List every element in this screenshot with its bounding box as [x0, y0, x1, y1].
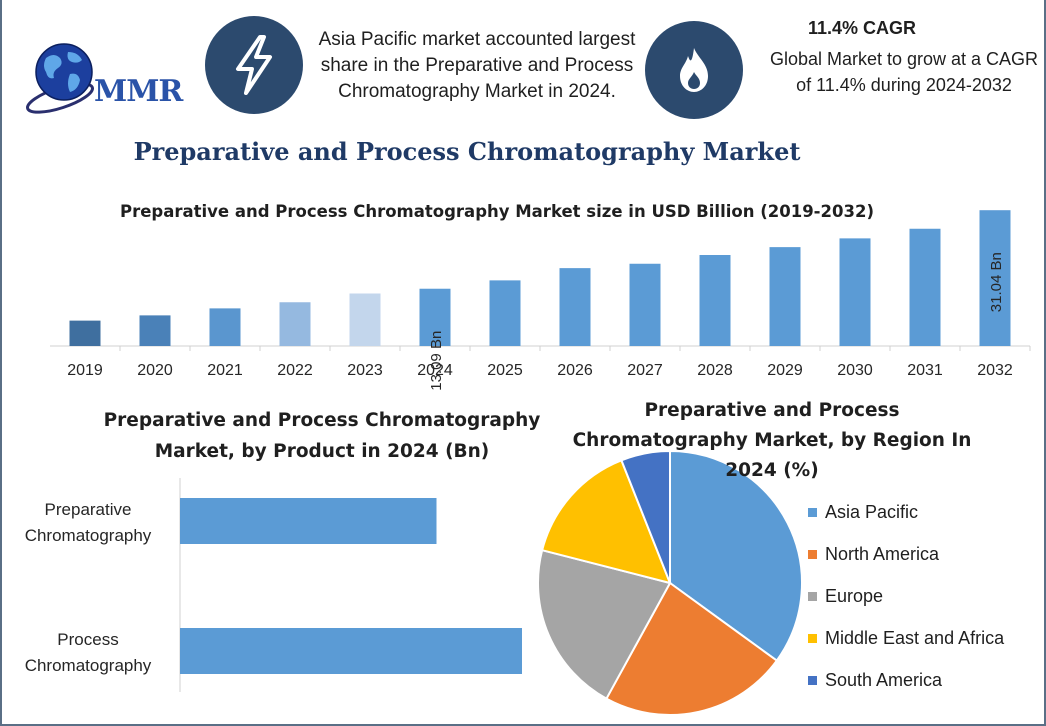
x-tick-label: 2029	[767, 362, 803, 379]
pie-slice-south-america	[620, 449, 671, 584]
info-badge-flame	[645, 21, 743, 119]
bar-2029	[769, 247, 801, 346]
bar-2019	[69, 320, 101, 346]
region-chart-title: Preparative and Process Chromatography M…	[542, 396, 1002, 486]
region-chart-title-line-2: Chromatography Market, by Region In	[572, 430, 972, 451]
x-tick-label: 2031	[907, 362, 943, 379]
x-tick-label: 2023	[347, 362, 383, 379]
lightning-icon	[236, 35, 272, 95]
x-tick-label: 2026	[557, 362, 593, 379]
product-bar-chart: Preparative Chromatography Process Chromato…	[25, 478, 522, 692]
flame-icon	[680, 48, 708, 92]
highlight-text: Asia Pacific market accounted largest sh…	[318, 29, 636, 102]
bar-2026	[559, 268, 591, 346]
data-label-2024: 13.09 Bn	[428, 331, 445, 390]
market-size-chart-title: Preparative and Process Chromatography M…	[120, 202, 874, 221]
legend-swatch	[808, 633, 817, 643]
region-pie-chart	[537, 449, 803, 716]
bar-2023	[349, 293, 381, 346]
data-label-2032: 31.04 Bn	[988, 252, 1005, 312]
x-tick-label: 2027	[627, 362, 663, 379]
bar-2024	[419, 288, 451, 346]
x-tick-label: 2019	[67, 362, 103, 379]
hbar-0	[180, 498, 437, 544]
bar-2031	[909, 228, 941, 346]
cagr-line-1: Global Market to grow at a CAGR	[769, 49, 1039, 69]
x-tick-label: 2030	[837, 362, 873, 379]
region-legend: Asia Pacific North America Europe Middle Ea…	[808, 491, 1004, 701]
pie-slice-europe	[537, 548, 672, 701]
product-chart-title: Preparative and Process Chromatography M…	[62, 405, 582, 467]
x-tick-label: 2028	[697, 362, 733, 379]
x-tick-label: 2024	[417, 362, 453, 379]
bar-2028	[699, 255, 731, 346]
x-tick-label: 2020	[137, 362, 173, 379]
x-tick-label: 2021	[207, 362, 243, 379]
legend-item: North America	[808, 533, 1004, 575]
cagr-description: Global Market to grow at a CAGR of 11.4%…	[754, 46, 1046, 98]
pie-slice-north-america	[605, 581, 779, 716]
product-chart-title-line-1: Preparative and Process Chromatography	[103, 410, 541, 431]
bar-2032	[979, 210, 1011, 346]
info-badge-lightning	[205, 16, 303, 114]
pie-slice-asia-pacific	[669, 449, 803, 662]
legend-label: North America	[825, 543, 940, 564]
legend-label: Europe	[825, 585, 884, 606]
legend-swatch	[808, 675, 817, 685]
bar-2021	[209, 308, 241, 346]
legend-swatch	[808, 549, 817, 559]
region-chart-title-line-3: 2024 (%)	[725, 460, 819, 481]
y-tick-label: Preparative	[45, 500, 132, 519]
bar-2025	[489, 280, 521, 346]
brand-logo-text: MMR	[94, 74, 183, 109]
region-chart-title-line-1: Preparative and Process	[644, 400, 900, 421]
x-tick-label: 2032	[977, 362, 1013, 379]
x-tick-label: 2025	[487, 362, 523, 379]
y-tick-label: Chromatography	[25, 526, 152, 545]
product-chart-title-line-2: Market, by Product in 2024 (Bn)	[154, 441, 490, 462]
legend-item: Europe	[808, 575, 1004, 617]
legend-item: Middle East and Africa	[808, 617, 1004, 659]
legend-swatch	[808, 507, 817, 517]
x-tick-label: 2022	[277, 362, 313, 379]
legend-label: South America	[825, 669, 943, 690]
pie-slice-middle-east-and-africa	[540, 458, 672, 585]
y-tick-label: Process	[57, 630, 118, 649]
bar-2030	[839, 238, 871, 346]
legend-label: Asia Pacific	[825, 501, 919, 522]
legend-item: South America	[808, 659, 1004, 701]
legend-item: Asia Pacific	[808, 491, 1004, 533]
bar-2020	[139, 315, 171, 346]
page-title: Preparative and Process Chromatography M…	[133, 137, 801, 166]
bar-2027	[629, 263, 661, 346]
globe-logo-icon	[26, 43, 94, 114]
legend-label: Middle East and Africa	[825, 627, 1005, 648]
legend-swatch	[808, 591, 817, 601]
bar-2022	[279, 302, 311, 346]
cagr-line-2: of 11.4% during 2024-2032	[796, 75, 1012, 95]
y-tick-label: Chromatography	[25, 656, 152, 675]
hbar-1	[180, 628, 522, 674]
cagr-title: 11.4% CAGR	[807, 18, 917, 38]
